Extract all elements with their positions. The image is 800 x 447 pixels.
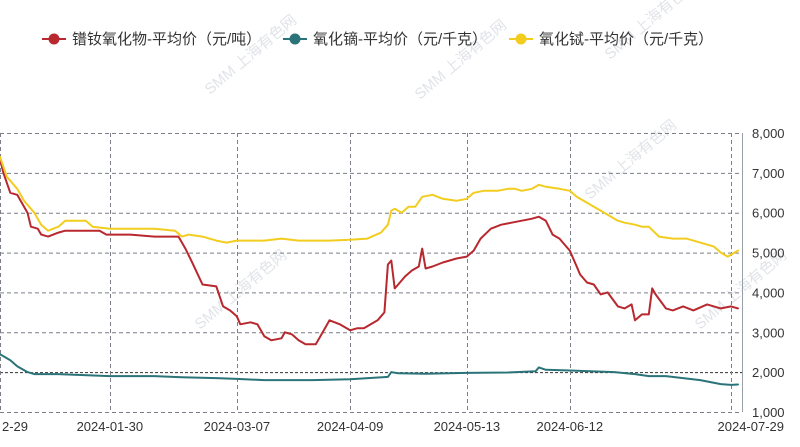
legend-label: 氧化镝-平均价（元/千克） [313, 30, 487, 48]
y-tick-label: 2,000 [752, 365, 785, 380]
legend: 镨钕氧化物-平均价（元/吨） 氧化镝-平均价（元/千克） 氧化铽-平均价（元/千克） [42, 30, 713, 48]
y-tick-label: 5,000 [752, 246, 785, 261]
series-layer [0, 155, 739, 386]
watermark-text: SMM 上海有色网 [192, 247, 290, 333]
legend-swatch-dot [515, 33, 527, 45]
legend-swatch-dot [48, 33, 60, 45]
series-line-1 [0, 353, 739, 386]
x-tick-label: 2024-06-12 [537, 419, 604, 434]
y-tick-label: 1,000 [752, 405, 785, 420]
series-line-2 [0, 155, 739, 258]
y-tick-label: 3,000 [752, 325, 785, 340]
axis-layer: 1,000 2,000 3,000 4,000 5,000 6,000 7,000 8,000… [2, 126, 785, 434]
grid [0, 133, 743, 413]
x-tick-label: 2024-05-13 [434, 419, 501, 434]
y-tick-label: 6,000 [752, 206, 785, 221]
x-tick-label: 2024-04-09 [317, 419, 384, 434]
watermark-text: SMM 上海有色网 [412, 17, 510, 103]
legend-label: 镨钕氧化物-平均价（元/吨） [72, 31, 261, 48]
y-tick-label: 7,000 [752, 166, 785, 181]
x-tick-label: 2024-01-30 [77, 419, 144, 434]
watermark-text: SMM 上海有色网 [582, 117, 680, 203]
y-tick-label: 4,000 [752, 285, 785, 300]
watermark-text: SMM 上海有色网 [202, 12, 300, 98]
legend-label: 氧化铽-平均价（元/千克） [539, 31, 713, 48]
x-tick-label: 2024-03-07 [204, 419, 271, 434]
series-line-0 [0, 157, 739, 346]
x-tick-label: 2-29 [2, 419, 28, 434]
legend-swatch-dot [289, 33, 301, 45]
y-tick-label: 8,000 [752, 126, 785, 141]
x-tick-label: 2024-07-29 [718, 419, 785, 434]
